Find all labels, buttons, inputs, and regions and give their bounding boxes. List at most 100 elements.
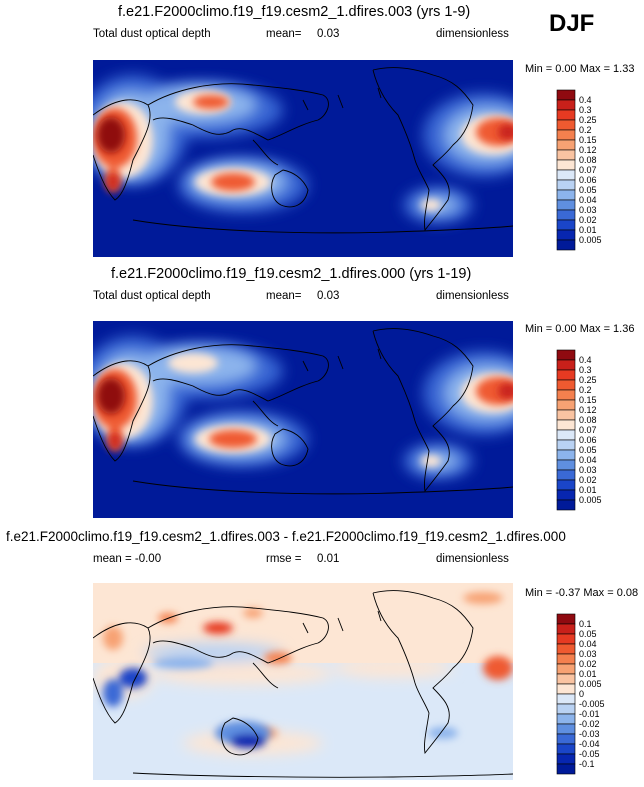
- colorbar-box: [556, 149, 576, 161]
- colorbar-box: [556, 763, 576, 775]
- season-label: DJF: [549, 10, 595, 37]
- colorbar-tick-label: 0.4: [579, 95, 592, 105]
- panel-2-mean-label: mean=: [266, 290, 302, 302]
- colorbar-tick-label: 0.25: [579, 115, 597, 125]
- panel-1-colorbar: 0.40.30.250.20.150.120.080.070.060.050.0…: [556, 89, 602, 251]
- colorbar-box: [556, 459, 576, 471]
- colorbar-box: [556, 109, 576, 121]
- colorbar-box: [556, 199, 576, 211]
- colorbar-box: [556, 613, 576, 625]
- colorbar-box: [556, 723, 576, 735]
- colorbar-box: [556, 499, 576, 511]
- panel-2-minmax: Min = 0.00 Max = 1.36: [525, 323, 635, 335]
- colorbar-tick-label: 0.01: [579, 225, 597, 235]
- panel-3-title: f.e21.F2000climo.f19_f19.cesm2_1.dfires.…: [6, 529, 566, 544]
- colorbar-box: [556, 169, 576, 181]
- colorbar-tick-label: 0.02: [579, 475, 597, 485]
- colorbar-box: [556, 179, 576, 191]
- panel-2-units: dimensionless: [436, 290, 509, 302]
- colorbar-tick-label: 0.2: [579, 385, 592, 395]
- colorbar-tick-label: 0.02: [579, 215, 597, 225]
- colorbar-box: [556, 653, 576, 665]
- panel-2-variable-label: Total dust optical depth: [93, 290, 211, 302]
- colorbar-box: [556, 189, 576, 201]
- colorbar-box: [556, 479, 576, 491]
- colorbar-tick-label: 0.07: [579, 425, 597, 435]
- colorbar-tick-label: 0.2: [579, 125, 592, 135]
- panel-1-minmax: Min = 0.00 Max = 1.33: [525, 63, 635, 75]
- colorbar-box: [556, 439, 576, 451]
- colorbar-tick-label: 0.04: [579, 455, 597, 465]
- colorbar-box: [556, 733, 576, 745]
- colorbar-tick-label: -0.005: [579, 699, 605, 709]
- colorbar-tick-label: -0.1: [579, 759, 595, 769]
- colorbar-tick-label: 0.02: [579, 659, 597, 669]
- colorbar-tick-label: 0.01: [579, 485, 597, 495]
- colorbar-box: [556, 159, 576, 171]
- panel-1-mean-value: 0.03: [317, 28, 340, 40]
- colorbar-tick-label: 0.06: [579, 435, 597, 445]
- colorbar-tick-label: 0.25: [579, 375, 597, 385]
- panel-2-mean-value: 0.03: [317, 290, 340, 302]
- panel-1-map: [93, 60, 513, 257]
- colorbar-box: [556, 399, 576, 411]
- colorbar-tick-label: 0.01: [579, 669, 597, 679]
- panel-3-rmse-label: rmse =: [266, 553, 302, 565]
- colorbar-tick-label: 0.03: [579, 205, 597, 215]
- panel-1-title: f.e21.F2000climo.f19_f19.cesm2_1.dfires.…: [118, 4, 471, 20]
- colorbar-tick-label: 0.05: [579, 185, 597, 195]
- colorbar-box: [556, 419, 576, 431]
- colorbar-tick-label: 0.3: [579, 365, 592, 375]
- colorbar-tick-label: 0.05: [579, 445, 597, 455]
- colorbar-tick-label: 0.04: [579, 195, 597, 205]
- colorbar-tick-label: 0.08: [579, 155, 597, 165]
- colorbar-tick-label: 0.12: [579, 405, 597, 415]
- colorbar-tick-label: 0.08: [579, 415, 597, 425]
- panel-2-map: [93, 321, 513, 518]
- colorbar-tick-label: 0.03: [579, 465, 597, 475]
- panel-3-units: dimensionless: [436, 553, 509, 565]
- colorbar-box: [556, 229, 576, 241]
- colorbar-box: [556, 663, 576, 675]
- colorbar-tick-label: 0.04: [579, 639, 597, 649]
- colorbar-tick-label: 0.07: [579, 165, 597, 175]
- colorbar-tick-label: -0.04: [579, 739, 600, 749]
- panel-2-title: f.e21.F2000climo.f19_f19.cesm2_1.dfires.…: [111, 266, 472, 282]
- colorbar-box: [556, 89, 576, 101]
- colorbar-box: [556, 753, 576, 765]
- colorbar-tick-label: 0.03: [579, 649, 597, 659]
- colorbar-box: [556, 379, 576, 391]
- colorbar-tick-label: 0: [579, 689, 584, 699]
- colorbar-box: [556, 129, 576, 141]
- colorbar-box: [556, 683, 576, 695]
- panel-2-colorbar: 0.40.30.250.20.150.120.080.070.060.050.0…: [556, 349, 602, 511]
- colorbar-box: [556, 743, 576, 755]
- panel-3-rmse-value: 0.01: [317, 553, 340, 565]
- colorbar-tick-label: 0.15: [579, 135, 597, 145]
- colorbar-tick-label: 0.15: [579, 395, 597, 405]
- colorbar-box: [556, 139, 576, 151]
- colorbar-box: [556, 469, 576, 481]
- colorbar-box: [556, 239, 576, 251]
- colorbar-box: [556, 693, 576, 705]
- colorbar-tick-label: 0.12: [579, 145, 597, 155]
- colorbar-box: [556, 369, 576, 381]
- colorbar-tick-label: -0.01: [579, 709, 600, 719]
- panel-3-mean-label: mean = -0.00: [93, 553, 162, 565]
- colorbar-box: [556, 449, 576, 461]
- panel-3-minmax: Min = -0.37 Max = 0.08: [525, 587, 639, 599]
- colorbar-box: [556, 643, 576, 655]
- colorbar-box: [556, 633, 576, 645]
- colorbar-box: [556, 713, 576, 725]
- colorbar-box: [556, 703, 576, 715]
- colorbar-tick-label: 0.3: [579, 105, 592, 115]
- colorbar-tick-label: 0.005: [579, 679, 602, 689]
- colorbar-box: [556, 119, 576, 131]
- colorbar-box: [556, 349, 576, 361]
- colorbar-tick-label: 0.005: [579, 235, 602, 245]
- colorbar-tick-label: -0.03: [579, 729, 600, 739]
- panel-3-map: [93, 583, 513, 780]
- colorbar-box: [556, 673, 576, 685]
- colorbar-tick-label: 0.1: [579, 619, 592, 629]
- colorbar-box: [556, 623, 576, 635]
